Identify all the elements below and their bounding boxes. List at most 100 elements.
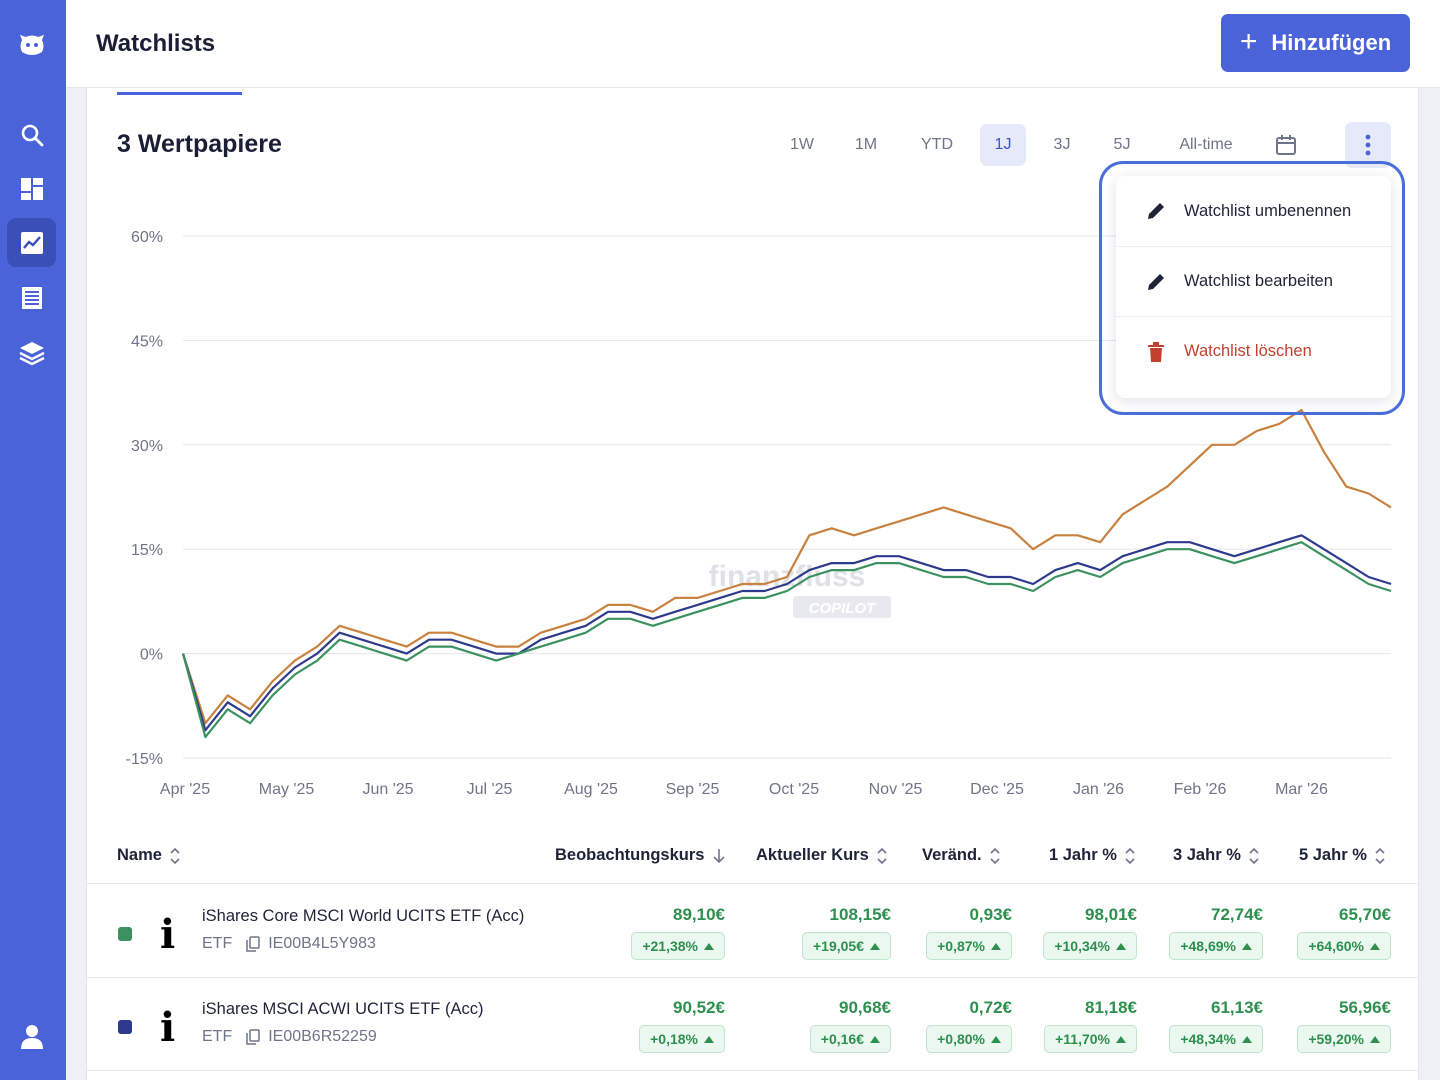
copy-icon[interactable] xyxy=(246,936,260,952)
cell-1-year: 81,18€ +11,70% xyxy=(1044,998,1137,1053)
up-arrow-icon xyxy=(1116,1035,1126,1043)
watchlist-card: 3 Wertpapiere 1W 1M YTD 1J 3J 5J All-tim… xyxy=(86,88,1420,1080)
pencil-icon xyxy=(1144,199,1168,223)
fund-isin: IE00B4L5Y983 xyxy=(268,935,376,952)
cell-change: 0,72€ +0,80% xyxy=(926,998,1012,1053)
series-line xyxy=(181,408,1392,725)
active-tab-indicator xyxy=(117,92,242,95)
y-tick-label: 30% xyxy=(131,438,163,455)
x-tick-label: Jun '25 xyxy=(362,781,413,798)
x-tick-label: Apr '25 xyxy=(160,781,210,798)
sort-icon xyxy=(1249,847,1259,864)
x-tick-label: Feb '26 xyxy=(1174,781,1227,798)
col-observation-price[interactable]: Beobachtungskurs xyxy=(555,846,726,865)
list-icon[interactable] xyxy=(7,273,56,322)
sidebar xyxy=(0,0,66,1080)
cell-observation-price: 90,52€ +0,18% xyxy=(639,998,725,1053)
fund-meta: ETF IE00B6R52259 xyxy=(202,1028,377,1046)
range-1w[interactable]: 1W xyxy=(790,136,814,153)
col-current-price[interactable]: Aktueller Kurs xyxy=(756,846,887,865)
up-arrow-icon xyxy=(704,942,714,950)
series-color-dot xyxy=(118,1020,132,1034)
change-badge: +59,20% xyxy=(1297,1025,1391,1053)
copy-icon[interactable] xyxy=(246,1029,260,1045)
series-line xyxy=(181,534,1392,732)
kebab-icon xyxy=(1365,134,1371,156)
watermark-badge xyxy=(793,596,891,618)
y-tick-label: 45% xyxy=(131,333,163,350)
table-row[interactable]: i iShares MSCI ACWI UCITS ETF (Acc) ETF … xyxy=(87,978,1420,1071)
fund-name[interactable]: iShares Core MSCI World UCITS ETF (Acc) xyxy=(202,907,525,925)
series-color-dot xyxy=(118,927,132,941)
menu-item-edit[interactable]: Watchlist bearbeiten xyxy=(1116,246,1391,316)
cell-3-year: 61,13€ +48,34% xyxy=(1169,998,1263,1053)
series-line xyxy=(181,541,1392,739)
col-change[interactable]: Veränd. xyxy=(922,846,1000,865)
sort-icon xyxy=(877,847,887,864)
options-menu: Watchlist umbenennen Watchlist bearbeite… xyxy=(1116,176,1391,398)
range-1j[interactable]: 1J xyxy=(980,124,1026,166)
change-badge: +21,38% xyxy=(631,932,725,960)
watermark-sub: COPILOT xyxy=(809,600,878,617)
search-icon[interactable] xyxy=(7,110,56,159)
col-5-year[interactable]: 5 Jahr % xyxy=(1299,846,1385,865)
range-1m[interactable]: 1M xyxy=(854,136,878,153)
y-tick-label: -15% xyxy=(126,751,163,768)
fund-logo: i xyxy=(160,911,176,958)
table-row[interactable]: i iShares Core MSCI World UCITS ETF (Acc… xyxy=(87,885,1420,978)
menu-item-delete-label: Watchlist löschen xyxy=(1184,342,1312,360)
cell-observation-price: 89,10€ +21,38% xyxy=(631,905,725,960)
x-tick-label: May '25 xyxy=(259,781,315,798)
range-all-time[interactable]: All-time xyxy=(1179,136,1233,153)
x-tick-label: Dec '25 xyxy=(970,781,1024,798)
fund-type: ETF xyxy=(202,1028,233,1045)
fund-meta: ETF IE00B4L5Y983 xyxy=(202,935,376,953)
calendar-icon[interactable] xyxy=(1271,130,1301,160)
trash-icon xyxy=(1144,340,1168,364)
up-arrow-icon xyxy=(704,1035,714,1043)
sort-icon xyxy=(1125,847,1135,864)
y-tick-label: 60% xyxy=(131,229,163,246)
card-title: 3 Wertpapiere xyxy=(117,130,282,158)
x-tick-label: Jan '26 xyxy=(1073,781,1124,798)
change-badge: +0,80% xyxy=(926,1025,1012,1053)
col-3-year[interactable]: 3 Jahr % xyxy=(1173,846,1259,865)
chart-icon[interactable] xyxy=(7,218,56,267)
up-arrow-icon xyxy=(991,1035,1001,1043)
y-tick-label: 0% xyxy=(140,647,163,664)
user-icon[interactable] xyxy=(7,1012,56,1061)
performance-chart: 60% 45% 30% 15% 0% -15% Apr '25 May '25 Jun '25 J… xyxy=(126,229,1392,798)
change-badge: +0,87% xyxy=(926,932,1012,960)
change-badge: +48,69% xyxy=(1169,932,1263,960)
menu-item-edit-label: Watchlist bearbeiten xyxy=(1184,272,1333,290)
x-tick-label: Aug '25 xyxy=(564,781,618,798)
menu-item-rename-label: Watchlist umbenennen xyxy=(1184,201,1352,220)
cell-change: 0,93€ +0,87% xyxy=(926,905,1012,960)
sort-desc-icon xyxy=(713,848,726,863)
change-badge: +48,34% xyxy=(1169,1025,1263,1053)
range-3j[interactable]: 3J xyxy=(1053,136,1071,153)
range-ytd[interactable]: YTD xyxy=(921,136,953,153)
dashboard-icon[interactable] xyxy=(7,164,56,213)
sort-icon xyxy=(990,847,1000,864)
col-name[interactable]: Name xyxy=(117,846,180,865)
add-button-label: Hinzufügen xyxy=(1271,30,1392,55)
logo-icon[interactable] xyxy=(7,20,56,69)
menu-item-delete[interactable]: Watchlist löschen xyxy=(1116,316,1391,386)
layers-icon[interactable] xyxy=(7,328,56,377)
up-arrow-icon xyxy=(1242,942,1252,950)
menu-item-rename[interactable]: Watchlist umbenennen xyxy=(1116,176,1391,246)
cell-5-year: 56,96€ +59,20% xyxy=(1297,998,1391,1053)
up-arrow-icon xyxy=(1370,1035,1380,1043)
change-badge: +0,18% xyxy=(639,1025,725,1053)
more-options-button[interactable] xyxy=(1345,122,1391,168)
fund-logo: i xyxy=(160,1004,176,1051)
y-tick-label: 15% xyxy=(131,542,163,559)
fund-type: ETF xyxy=(202,935,233,952)
up-arrow-icon xyxy=(1116,942,1126,950)
add-button[interactable]: + Hinzufügen xyxy=(1221,14,1410,72)
col-1-year[interactable]: 1 Jahr % xyxy=(1049,846,1135,865)
fund-name[interactable]: iShares MSCI ACWI UCITS ETF (Acc) xyxy=(202,1000,484,1018)
range-5j[interactable]: 5J xyxy=(1113,136,1131,153)
cell-current-price: 108,15€ +19,05€ xyxy=(802,905,891,960)
